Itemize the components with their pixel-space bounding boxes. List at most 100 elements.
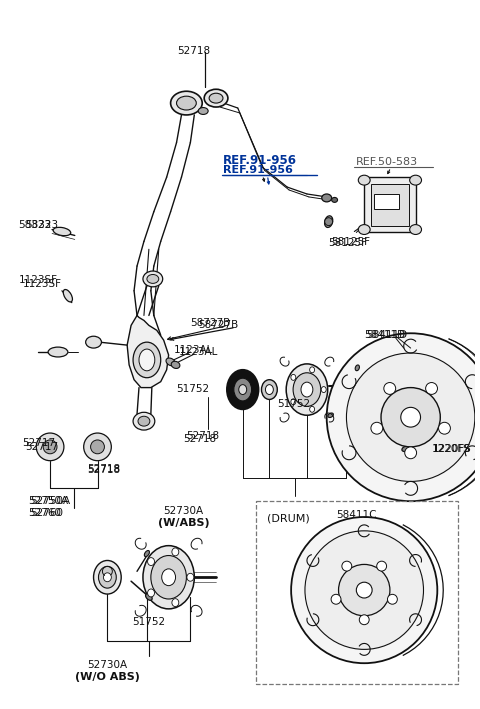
Ellipse shape [187,574,194,581]
Text: 58411D: 58411D [366,330,408,340]
Ellipse shape [171,362,180,369]
Ellipse shape [170,91,202,115]
Text: 52718: 52718 [88,464,121,474]
Ellipse shape [265,384,273,394]
Text: 51752: 51752 [177,384,210,393]
Ellipse shape [139,349,155,371]
Text: 58323: 58323 [25,220,59,230]
Circle shape [36,433,64,461]
Ellipse shape [239,384,247,394]
Ellipse shape [305,531,423,649]
Circle shape [91,440,105,454]
Ellipse shape [286,364,328,415]
Circle shape [426,383,437,394]
Text: 52717: 52717 [25,442,59,452]
Text: 52750A: 52750A [28,496,69,506]
Ellipse shape [322,194,332,202]
Ellipse shape [332,197,337,202]
Text: 58727B: 58727B [191,318,230,328]
Ellipse shape [133,342,161,378]
Ellipse shape [328,413,334,418]
Ellipse shape [98,566,116,588]
Ellipse shape [409,225,421,235]
Ellipse shape [94,561,121,594]
Circle shape [342,562,352,571]
Ellipse shape [172,598,179,607]
Ellipse shape [133,413,155,430]
Text: 1220FS: 1220FS [432,444,471,454]
Bar [374,194,399,208]
Ellipse shape [381,388,440,447]
Ellipse shape [63,289,72,302]
Ellipse shape [209,93,223,103]
Ellipse shape [291,374,296,380]
Ellipse shape [234,378,252,401]
Text: REF.91-956: REF.91-956 [223,165,293,175]
Ellipse shape [310,367,314,373]
Ellipse shape [85,336,101,348]
Circle shape [439,423,450,434]
Text: (DRUM): (DRUM) [267,513,310,523]
Bar [255,501,458,684]
Ellipse shape [327,333,480,501]
Ellipse shape [310,406,314,412]
Ellipse shape [147,558,155,566]
Text: 58411C: 58411C [336,510,377,520]
Ellipse shape [321,386,326,393]
Text: (W/O ABS): (W/O ABS) [75,672,140,682]
Ellipse shape [166,358,175,366]
Ellipse shape [204,89,228,107]
Ellipse shape [301,382,313,397]
Ellipse shape [358,225,370,235]
Ellipse shape [409,175,421,185]
Text: (W/ABS): (W/ABS) [157,518,209,528]
Text: 1220FS: 1220FS [432,444,470,454]
Ellipse shape [103,573,111,581]
Ellipse shape [356,582,372,598]
Polygon shape [127,316,168,388]
Text: 1123SF: 1123SF [23,279,61,289]
Ellipse shape [48,347,68,357]
Circle shape [405,447,417,459]
Ellipse shape [227,370,259,409]
Ellipse shape [198,108,208,114]
Ellipse shape [355,365,360,371]
Ellipse shape [293,373,321,406]
Text: 58125F: 58125F [332,238,371,247]
Ellipse shape [151,556,186,599]
Ellipse shape [145,593,152,601]
Text: 1123SF: 1123SF [18,275,58,285]
Ellipse shape [338,564,390,616]
Ellipse shape [324,216,333,228]
Ellipse shape [147,589,155,597]
Text: 52760: 52760 [28,508,61,518]
Circle shape [84,433,111,461]
Bar [364,177,416,232]
Ellipse shape [291,517,437,663]
Text: 52718: 52718 [183,434,216,444]
Text: 58323: 58323 [18,220,52,230]
Text: 1123AL: 1123AL [174,345,213,355]
Ellipse shape [53,228,71,235]
Text: 52717: 52717 [23,438,56,448]
Text: REF.50-583: REF.50-583 [356,157,419,167]
Circle shape [360,615,369,625]
Text: 51752: 51752 [277,399,311,409]
Circle shape [387,594,397,604]
Bar [371,184,408,225]
Ellipse shape [144,550,149,557]
Ellipse shape [138,416,150,426]
Circle shape [384,383,396,394]
Text: 52718: 52718 [177,46,210,56]
Ellipse shape [358,175,370,185]
Ellipse shape [347,353,475,481]
Text: 52750A: 52750A [30,496,71,506]
Ellipse shape [143,271,163,287]
Text: 58411D: 58411D [364,330,405,340]
Text: 51752: 51752 [132,617,166,627]
Circle shape [324,218,333,225]
Text: REF.91-956: REF.91-956 [223,155,297,167]
Text: 52718: 52718 [186,431,219,441]
Ellipse shape [401,408,420,427]
Text: 58727B: 58727B [198,320,239,330]
